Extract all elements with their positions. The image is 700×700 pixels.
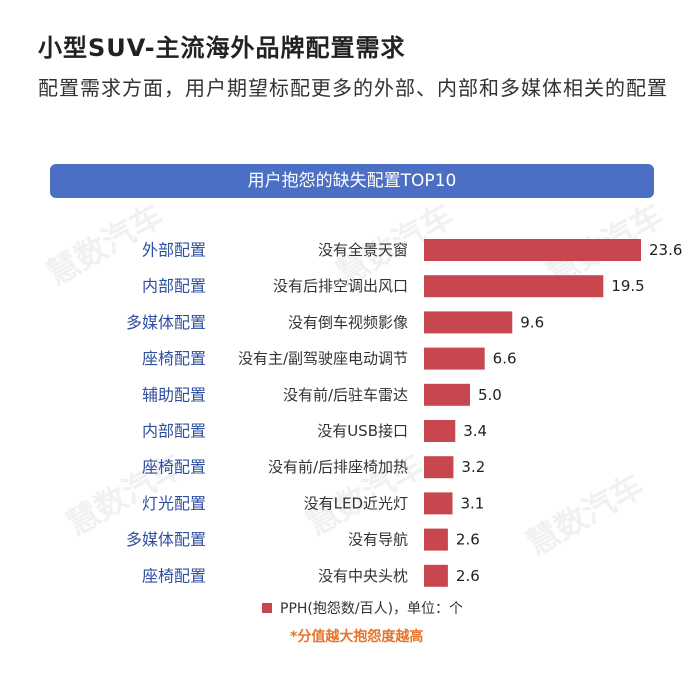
value-label: 3.4: [463, 422, 487, 440]
category-label: 外部配置: [142, 241, 206, 260]
category-label: 内部配置: [142, 422, 206, 441]
item-label: 没有导航: [348, 531, 408, 549]
item-label: 没有USB接口: [317, 422, 408, 440]
category-label: 内部配置: [142, 277, 206, 296]
item-label: 没有全景天窗: [318, 241, 408, 259]
item-label: 没有中央头枕: [318, 567, 408, 585]
item-label: 没有前/后排座椅加热: [268, 458, 408, 476]
chart-note: *分值越大抱怨度越高: [290, 629, 424, 645]
bar: [424, 347, 485, 370]
category-label: 辅助配置: [142, 385, 206, 404]
value-label: 23.6: [649, 241, 682, 259]
item-label: 没有LED近光灯: [304, 494, 408, 512]
bar: [424, 492, 453, 515]
bar: [424, 528, 448, 551]
chart-banner: 用户抱怨的缺失配置TOP10: [50, 164, 654, 198]
value-label: 2.6: [456, 531, 480, 549]
value-label: 5.0: [478, 386, 502, 404]
category-label: 座椅配置: [142, 566, 206, 585]
value-label: 3.1: [461, 494, 485, 512]
legend-swatch: [262, 603, 272, 613]
category-label: 多媒体配置: [126, 530, 206, 549]
value-label: 9.6: [520, 313, 544, 331]
category-label: 座椅配置: [142, 349, 206, 368]
bar: [424, 564, 448, 587]
bar: [424, 275, 604, 298]
category-label: 灯光配置: [142, 494, 206, 513]
item-label: 没有主/副驾驶座电动调节: [238, 350, 408, 368]
category-label: 座椅配置: [142, 458, 206, 477]
bar: [424, 311, 513, 334]
legend-label: PPH(抱怨数/百人)，单位：个: [280, 601, 464, 617]
item-label: 没有倒车视频影像: [288, 313, 408, 331]
value-label: 6.6: [493, 350, 517, 368]
value-label: 2.6: [456, 567, 480, 585]
page-title: 小型SUV-主流海外品牌配置需求: [38, 34, 406, 62]
bar: [424, 383, 470, 406]
bar: [424, 420, 456, 442]
item-label: 没有后排空调出风口: [273, 277, 408, 295]
value-label: 19.5: [611, 277, 644, 295]
value-label: 3.2: [461, 458, 485, 476]
category-label: 多媒体配置: [126, 313, 206, 332]
bar: [424, 456, 454, 479]
legend: PPH(抱怨数/百人)，单位：个: [262, 598, 463, 618]
item-label: 没有前/后驻车雷达: [283, 386, 408, 404]
bar: [424, 239, 641, 261]
page-subtitle: 配置需求方面，用户期望标配更多的外部、内部和多媒体相关的配置: [38, 76, 668, 100]
